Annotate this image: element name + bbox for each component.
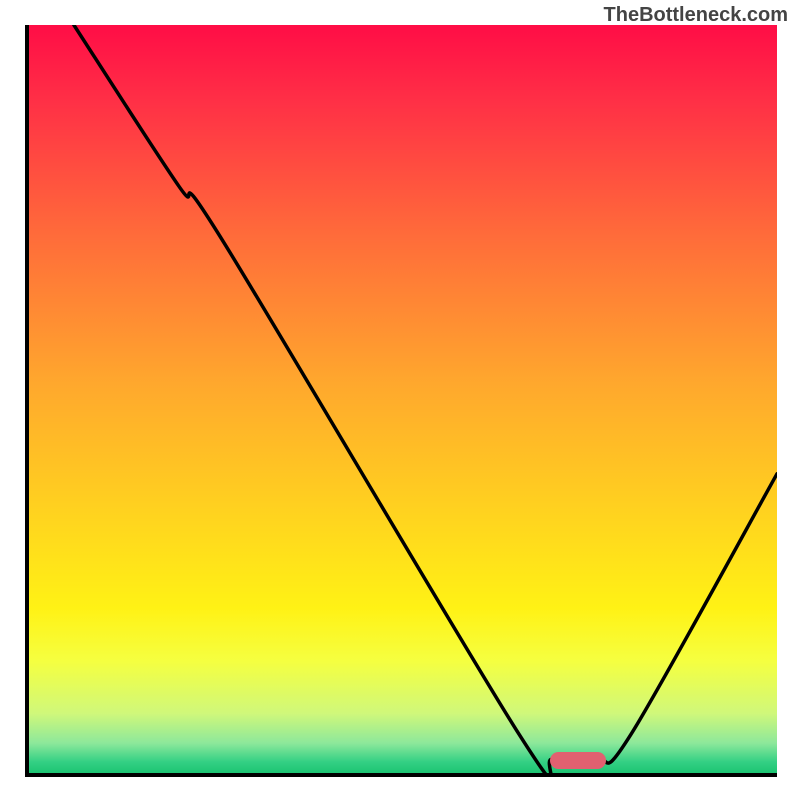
- optimal-marker: [550, 752, 606, 769]
- bottleneck-chart: [25, 25, 777, 777]
- watermark-text: TheBottleneck.com: [604, 4, 788, 27]
- bottleneck-curve: [29, 25, 777, 773]
